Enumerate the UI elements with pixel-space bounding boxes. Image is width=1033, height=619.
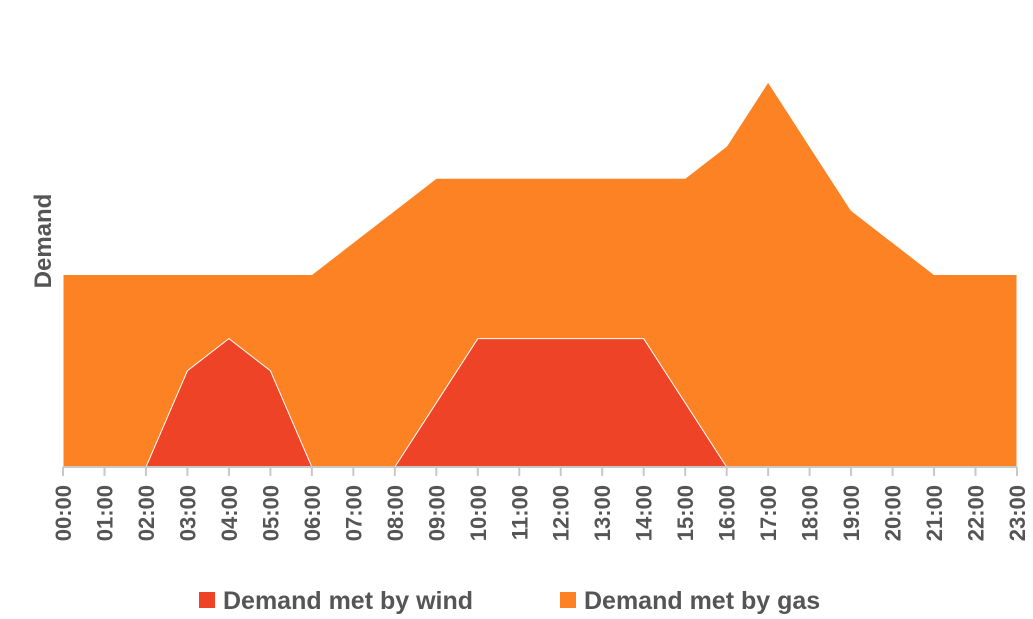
x-tick-label: 16:00 (715, 485, 740, 541)
x-tick-label: 06:00 (300, 485, 325, 541)
x-tick-label: 18:00 (798, 485, 823, 541)
x-tick-label: 09:00 (424, 485, 449, 541)
x-tick-label: 07:00 (341, 485, 366, 541)
legend-swatch-demand-met-by-wind (199, 592, 215, 608)
area-demand-met-by-gas (62, 81, 1018, 468)
x-tick-label: 04:00 (217, 485, 242, 541)
x-tick-label: 19:00 (839, 485, 864, 541)
x-axis-ticks: 00:00 01:00 02:00 03:00 04:00 05:00 06:00 07:00… (51, 467, 1030, 541)
x-tick-label: 13:00 (590, 485, 615, 541)
x-tick-label: 23:00 (1005, 485, 1030, 541)
x-tick-label: 10:00 (466, 485, 491, 541)
legend-label-demand-met-by-gas[interactable]: Demand met by gas (584, 587, 820, 615)
x-tick-label: 21:00 (922, 485, 947, 541)
y-axis-title: Demand (30, 194, 57, 289)
x-tick-label: 20:00 (881, 485, 906, 541)
x-tick-label: 03:00 (175, 485, 200, 541)
x-tick-label: 22:00 (964, 485, 989, 541)
x-tick-label: 17:00 (756, 485, 781, 541)
legend-label-demand-met-by-wind[interactable]: Demand met by wind (223, 587, 473, 615)
x-tick-label: 12:00 (549, 485, 574, 541)
x-tick-label: 15:00 (673, 485, 698, 541)
legend-swatch-demand-met-by-gas (560, 592, 576, 608)
area-series-group (62, 81, 1018, 468)
x-tick-label: 00:00 (51, 485, 76, 541)
x-tick-label: 02:00 (134, 485, 159, 541)
x-tick-label: 05:00 (258, 485, 283, 541)
x-tick-label: 08:00 (383, 485, 408, 541)
x-tick-label: 01:00 (92, 485, 117, 541)
x-tick-label: 14:00 (632, 485, 657, 541)
legend: Demand met by wind Demand met by gas (199, 587, 820, 615)
x-tick-label: 11:00 (507, 485, 532, 540)
